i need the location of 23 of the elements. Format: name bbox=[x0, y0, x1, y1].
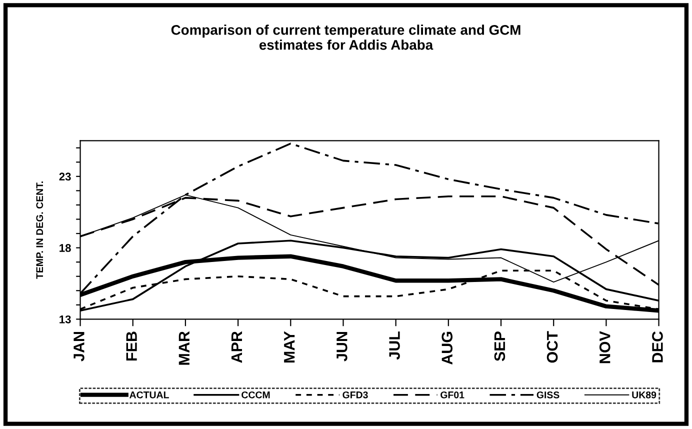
x-tick-label: OCT bbox=[546, 331, 558, 363]
x-tick-label: SEP bbox=[494, 332, 506, 362]
x-tick-label: NOV bbox=[599, 331, 610, 364]
x-tick-label: MAY bbox=[284, 331, 295, 363]
x-tick-label: APR bbox=[231, 331, 242, 363]
x-tick-label: MAR bbox=[178, 331, 190, 365]
legend-label: UK89 bbox=[632, 391, 656, 398]
legend-label: GFD3 bbox=[342, 391, 368, 398]
x-tick-label: DEC bbox=[652, 331, 663, 362]
chart-title: Comparison of current temperature climate and GCM estimates for Addis Ababa bbox=[171, 24, 520, 50]
x-tick-label: FEB bbox=[126, 332, 137, 361]
y-tick-label: 13 bbox=[60, 315, 71, 324]
x-tick-label: JUN bbox=[336, 332, 348, 362]
legend-label: GF01 bbox=[440, 391, 464, 398]
y-tick-label: 18 bbox=[60, 244, 71, 252]
y-tick-label: 23 bbox=[59, 172, 71, 181]
x-tick-label: JAN bbox=[74, 332, 84, 362]
legend-label: ACTUAL bbox=[130, 391, 169, 398]
legend-label: CCCM bbox=[242, 391, 270, 398]
x-tick-label: JUL bbox=[389, 331, 400, 360]
y-axis-title: TEMP. IN DEG. CENT. bbox=[36, 182, 44, 279]
x-tick-label: AUG bbox=[442, 332, 453, 365]
legend-label: GISS bbox=[536, 391, 560, 398]
